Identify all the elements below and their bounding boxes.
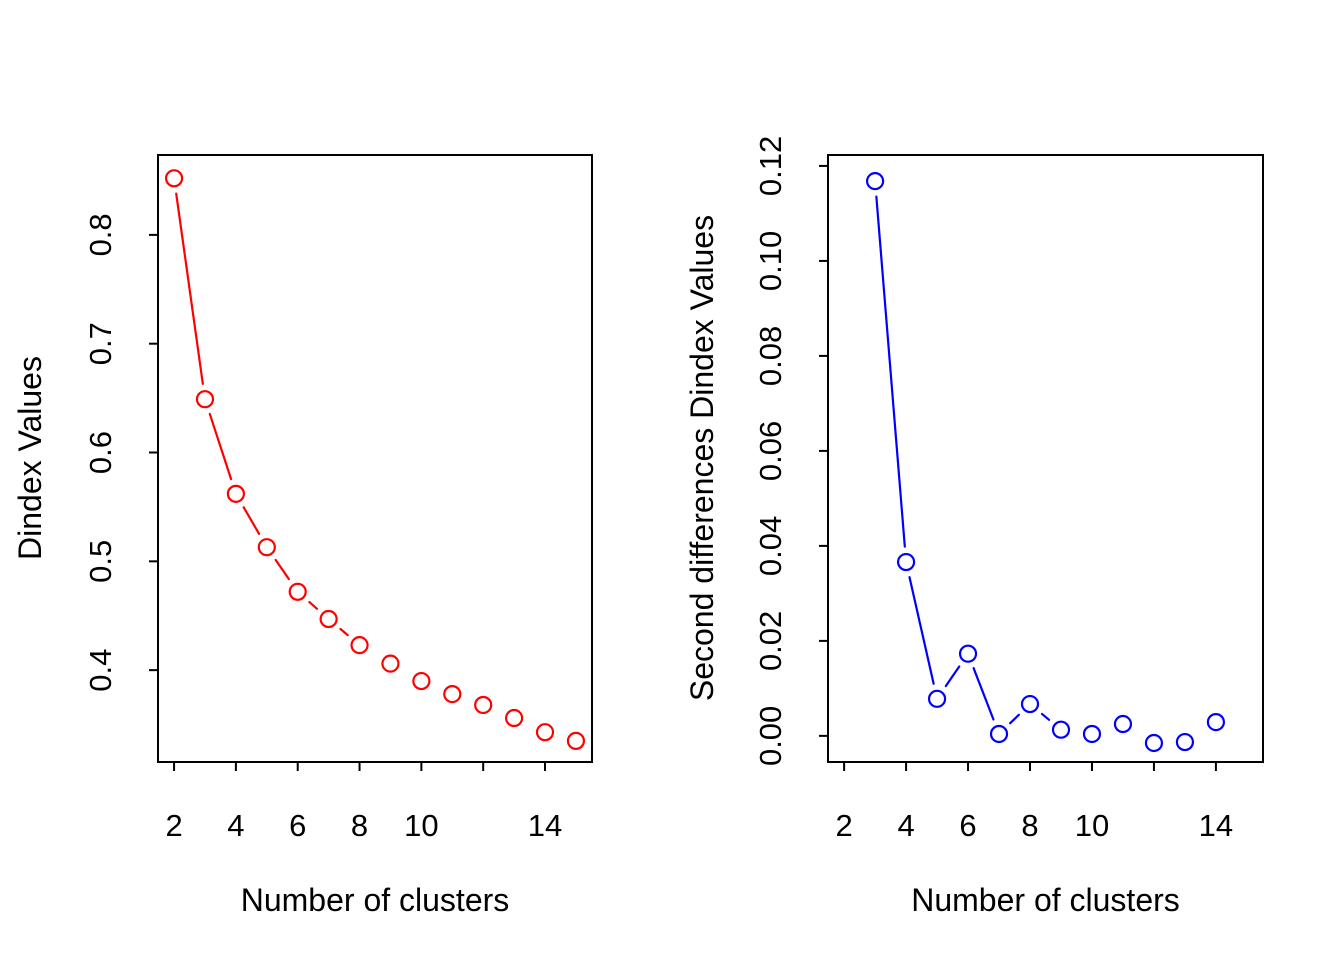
- data-point: [319, 609, 338, 629]
- plot-box: [157, 154, 593, 763]
- data-point: [443, 684, 462, 704]
- data-point: [1175, 732, 1195, 752]
- data-point: [535, 723, 555, 742]
- data-point: [896, 552, 916, 572]
- left-x-axis-title: Number of clusters: [240, 882, 510, 918]
- series-segment: [908, 576, 935, 685]
- series-segment: [242, 506, 261, 535]
- x-tick-label: 6: [959, 808, 976, 843]
- data-point: [1020, 694, 1040, 714]
- series-segment: [308, 600, 319, 610]
- series-segment: [875, 195, 906, 548]
- y-tick-label: 0.7: [83, 322, 118, 365]
- data-point: [927, 689, 947, 708]
- data-point: [1082, 724, 1102, 744]
- data-point: [226, 484, 245, 503]
- x-tick-label: 14: [528, 808, 562, 843]
- data-point: [1206, 713, 1226, 732]
- y-tick-label: 0.02: [753, 611, 788, 671]
- x-tick-label: 4: [897, 808, 914, 843]
- data-point: [474, 695, 493, 715]
- y-tick-label: 0.04: [753, 516, 788, 576]
- y-tick-label: 0.08: [753, 326, 788, 386]
- right-x-axis-title: Number of clusters: [911, 882, 1180, 918]
- y-tick-label: 0.12: [753, 136, 788, 196]
- data-point: [865, 172, 885, 191]
- y-tick-label: 0.00: [753, 706, 788, 766]
- data-point: [288, 582, 307, 601]
- y-tick-label: 0.10: [753, 231, 788, 291]
- right-y-axis-title: Second differences Dindex Values: [684, 214, 720, 702]
- data-point: [164, 169, 184, 188]
- series-segment: [339, 627, 349, 637]
- data-point: [566, 731, 586, 750]
- data-point: [195, 390, 215, 409]
- x-tick-label: 10: [404, 808, 438, 843]
- series-segment: [944, 665, 961, 688]
- x-tick-label: 2: [835, 808, 852, 843]
- left-y-axis-title: Dindex Values: [12, 356, 48, 560]
- data-point: [958, 644, 978, 663]
- series-segment: [1040, 712, 1051, 721]
- data-point: [257, 538, 276, 557]
- data-point: [989, 724, 1009, 744]
- y-tick-label: 0.4: [83, 649, 118, 692]
- series-segment: [208, 412, 233, 481]
- series-segment: [1009, 713, 1020, 725]
- y-tick-label: 0.8: [83, 213, 118, 256]
- series-segment: [972, 667, 995, 721]
- x-tick-label: 8: [1021, 808, 1038, 843]
- data-point: [412, 671, 431, 691]
- x-tick-label: 6: [289, 808, 306, 843]
- data-point: [1144, 733, 1164, 753]
- x-tick-label: 14: [1199, 808, 1233, 843]
- data-point: [1051, 720, 1071, 739]
- x-tick-label: 4: [227, 808, 244, 843]
- x-tick-label: 2: [165, 808, 182, 843]
- y-tick-label: 0.5: [83, 540, 118, 583]
- data-point: [350, 636, 369, 655]
- y-tick-label: 0.06: [753, 421, 788, 481]
- series-segment: [274, 558, 290, 581]
- x-tick-label: 10: [1075, 808, 1109, 843]
- plot-box: [827, 154, 1264, 763]
- x-tick-label: 8: [351, 808, 368, 843]
- data-point: [381, 654, 400, 673]
- data-point: [1113, 714, 1133, 734]
- data-point: [505, 708, 524, 728]
- series-segment: [175, 192, 204, 385]
- y-tick-label: 0.6: [83, 431, 118, 474]
